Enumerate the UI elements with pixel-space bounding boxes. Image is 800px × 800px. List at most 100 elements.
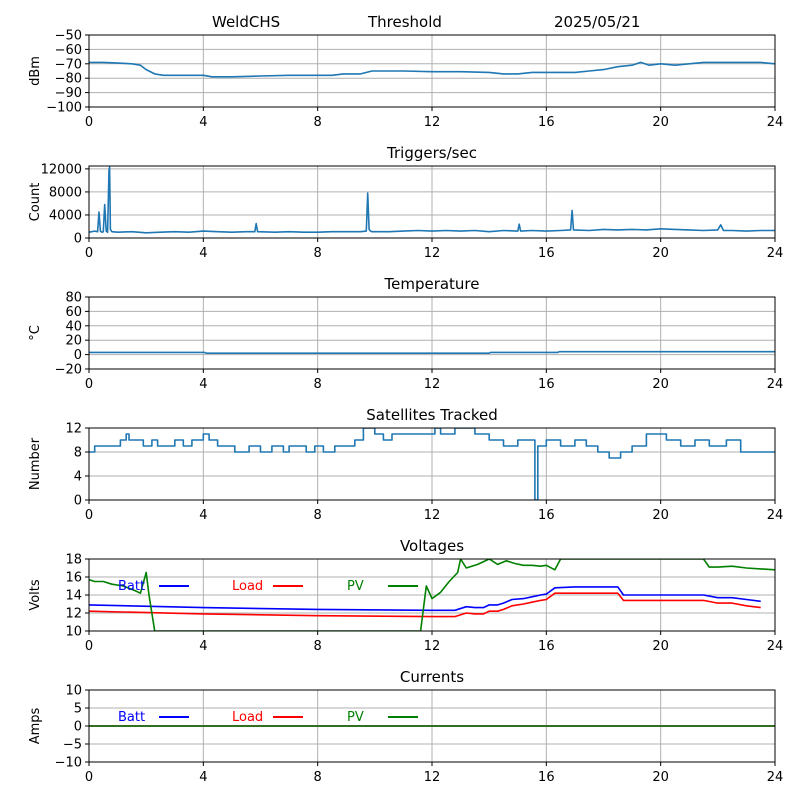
panel-1: 0 4 8 12 16 20 24 −100−90−80−70−60−50 dBm: [28, 29, 783, 131]
x-tick-label: 20: [652, 639, 669, 654]
y-tick-label: 18: [65, 553, 82, 568]
y-tick-label: 4000: [49, 208, 82, 223]
series-line-batt: [89, 586, 761, 612]
y-tick-label: 40: [65, 319, 82, 334]
x-tick-label: 4: [199, 246, 207, 261]
panel-4: 0 4 8 12 16 20 24 0 4 8 12 Satellites Tracked Number: [28, 406, 783, 523]
y-tick-label: −90: [55, 86, 82, 101]
x-tick-label: 20: [652, 246, 669, 261]
y-axis-label: Number: [28, 437, 43, 490]
y-tick-label: 0: [74, 494, 82, 509]
x-tick-label: 24: [767, 115, 784, 130]
y-axis-label: Count: [28, 183, 43, 222]
header-site: WeldCHS: [212, 13, 280, 31]
y-tick-label: −70: [55, 57, 82, 72]
y-tick-label: −10: [55, 756, 82, 771]
legend-label-batt: Batt: [118, 579, 145, 594]
legend-label-pv: PV: [347, 579, 364, 594]
y-tick-label: 8: [74, 446, 82, 461]
x-tick-label: 20: [652, 508, 669, 523]
x-tick-label: 8: [314, 246, 322, 261]
panel-title: Temperature: [383, 275, 479, 293]
y-tick-label: 0: [74, 232, 82, 247]
x-tick-label: 16: [538, 377, 555, 392]
y-tick-label: 12: [65, 422, 82, 437]
y-axis-label: dBm: [28, 56, 43, 86]
y-tick-label: −5: [63, 738, 82, 753]
series-group: [89, 559, 775, 631]
y-tick-label: 60: [65, 305, 82, 320]
y-tick-label: 10: [65, 684, 82, 699]
x-tick-label: 24: [767, 770, 784, 785]
series-line-1: [89, 61, 775, 78]
header-kind: Threshold: [367, 13, 442, 31]
legend-label-batt: Batt: [118, 710, 145, 725]
y-tick-label: 16: [65, 571, 82, 586]
x-tick-label: 0: [85, 639, 93, 654]
y-tick-label: 10: [65, 625, 82, 640]
panel-title: Voltages: [400, 537, 464, 555]
x-tick-label: 16: [538, 639, 555, 654]
y-axis-label: °C: [28, 325, 43, 341]
x-tick-label: 4: [199, 115, 207, 130]
series-group: [89, 428, 775, 500]
y-tick-label: 12000: [41, 162, 82, 177]
y-tick-label: 14: [65, 589, 82, 604]
y-axis-label: Amps: [28, 707, 43, 744]
y-tick-label: 4: [74, 470, 82, 485]
x-tick-label: 4: [199, 770, 207, 785]
x-tick-label: 8: [314, 770, 322, 785]
series-group: [89, 166, 775, 234]
series-group: [89, 61, 775, 78]
x-tick-label: 8: [314, 639, 322, 654]
panel-title: Currents: [400, 668, 464, 686]
series-line-load: [89, 592, 761, 618]
x-tick-label: 8: [314, 508, 322, 523]
x-tick-label: 16: [538, 770, 555, 785]
x-tick-label: 16: [538, 115, 555, 130]
y-tick-label: 20: [65, 334, 82, 349]
x-tick-label: 12: [424, 508, 441, 523]
legend-label-load: Load: [232, 579, 263, 594]
x-tick-label: 12: [424, 246, 441, 261]
legend-label-load: Load: [232, 710, 263, 725]
header-date: 2025/05/21: [554, 13, 640, 31]
panel-5: 0 4 8 12 16 20 24 10 12 14 16 18 Voltages Volts Batt Lo…: [28, 537, 783, 654]
x-tick-label: 24: [767, 377, 784, 392]
panel-6: 0 4 8 12 16 20 24 −10 −5 0 5 10 Currents Amps Batt Load…: [28, 668, 783, 785]
x-tick-label: 24: [767, 508, 784, 523]
x-tick-label: 24: [767, 639, 784, 654]
x-tick-label: 16: [538, 508, 555, 523]
y-tick-label: 0: [74, 348, 82, 363]
x-tick-label: 12: [424, 770, 441, 785]
y-tick-label: −60: [55, 43, 82, 58]
x-tick-label: 12: [424, 639, 441, 654]
y-tick-label: 5: [74, 702, 82, 717]
y-tick-label: −80: [55, 72, 82, 87]
x-tick-label: 4: [199, 508, 207, 523]
y-tick-label: 8000: [49, 185, 82, 200]
x-tick-label: 12: [424, 377, 441, 392]
panel-title: Satellites Tracked: [366, 406, 497, 424]
x-tick-label: 0: [85, 115, 93, 130]
x-tick-label: 16: [538, 246, 555, 261]
series-line-pv: [89, 559, 775, 631]
y-tick-label: 12: [65, 607, 82, 622]
y-tick-label: 80: [65, 291, 82, 306]
x-tick-label: 20: [652, 770, 669, 785]
legend-label-pv: PV: [347, 710, 364, 725]
x-tick-label: 0: [85, 246, 93, 261]
series-line-1: [89, 166, 775, 234]
x-tick-label: 0: [85, 508, 93, 523]
panel-2: 0 4 8 12 16 20 24 0 4000 8000 12000 Triggers/sec Cou…: [28, 144, 783, 261]
y-tick-label: −20: [55, 363, 82, 378]
x-tick-label: 20: [652, 377, 669, 392]
x-tick-label: 8: [314, 115, 322, 130]
x-tick-label: 0: [85, 377, 93, 392]
series-line-1: [89, 428, 775, 500]
series-group: [89, 350, 775, 355]
